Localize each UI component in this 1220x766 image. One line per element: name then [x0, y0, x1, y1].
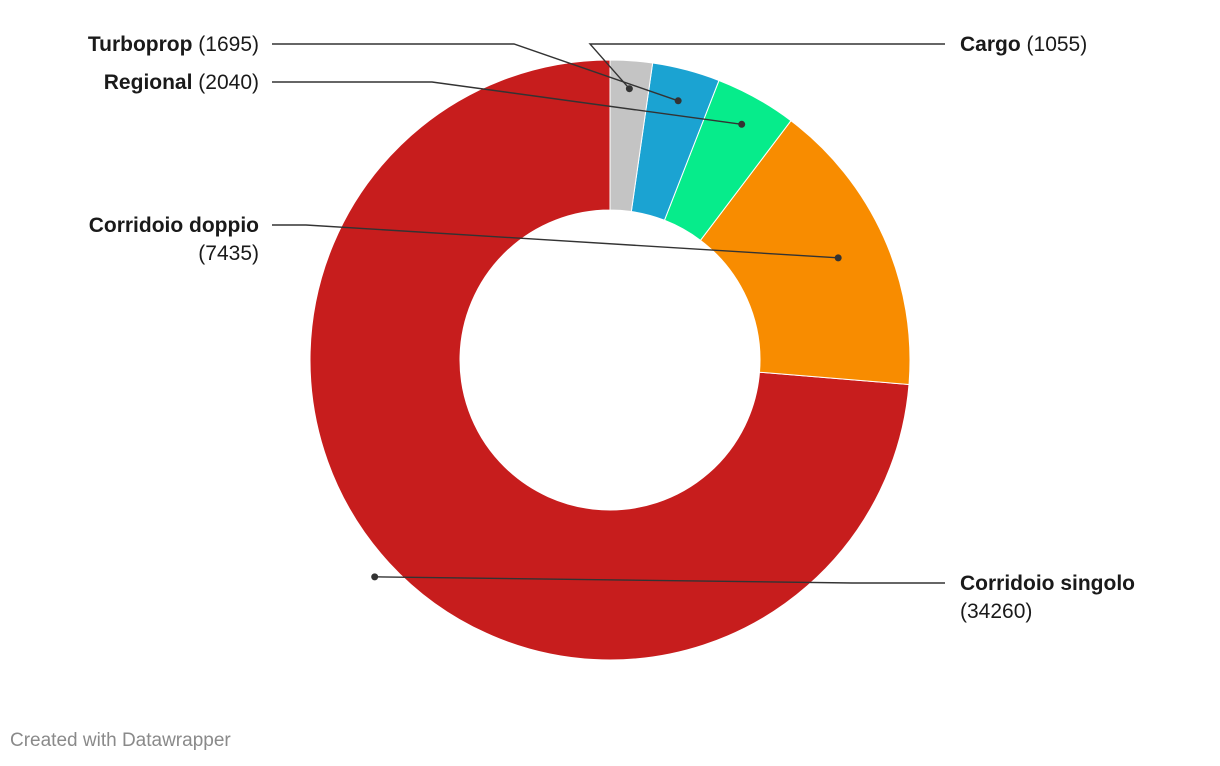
slice-label-value-turboprop: (1695): [192, 33, 259, 56]
slice-label-corridoio-doppio: Corridoio doppio (7435): [89, 214, 259, 265]
anchor-dot-cargo: [625, 85, 633, 93]
slice-label-cargo: Cargo (1055): [960, 33, 1087, 56]
leader-line-corridoio-singolo: [374, 576, 945, 584]
slice-label-name-corridoio-singolo: Corridoio singolo: [960, 572, 1135, 595]
slice-label-name-regional: Regional: [104, 71, 193, 94]
leader-line-corridoio-doppio: [272, 224, 839, 259]
slice-label-regional: Regional (2040): [104, 71, 259, 94]
slice-cargo: [609, 59, 654, 213]
slice-label-value-corridoio-singolo: (34260): [960, 600, 1032, 623]
slice-label-name-turboprop: Turboprop: [88, 33, 193, 56]
slice-labels-group: Corridoio singolo (34260) Corridoio doppio…: [88, 33, 1135, 623]
slice-corridoio-doppio: [699, 120, 911, 385]
slice-label-value-cargo: (1055): [1021, 33, 1088, 56]
slices-group: [309, 59, 911, 661]
slice-corridoio-singolo: [309, 59, 910, 661]
credit-text: Created with Datawrapper: [10, 730, 231, 751]
leader-line-cargo: [588, 43, 945, 90]
anchor-dot-corridoio-singolo: [371, 573, 379, 581]
leader-line-regional: [272, 81, 742, 125]
slice-label-turboprop: Turboprop (1695): [88, 33, 259, 56]
anchor-dot-turboprop: [674, 97, 682, 105]
slice-label-value-regional: (2040): [192, 71, 259, 94]
anchor-dot-corridoio-doppio: [834, 254, 842, 262]
slice-label-value-corridoio-doppio: (7435): [198, 242, 259, 265]
leader-lines-group: [272, 43, 945, 584]
slice-label-name-corridoio-doppio: Corridoio doppio: [89, 214, 259, 237]
slice-label-corridoio-singolo: Corridoio singolo (34260): [960, 572, 1135, 623]
slice-label-name-cargo: Cargo: [960, 33, 1021, 56]
anchor-dot-regional: [738, 120, 746, 128]
